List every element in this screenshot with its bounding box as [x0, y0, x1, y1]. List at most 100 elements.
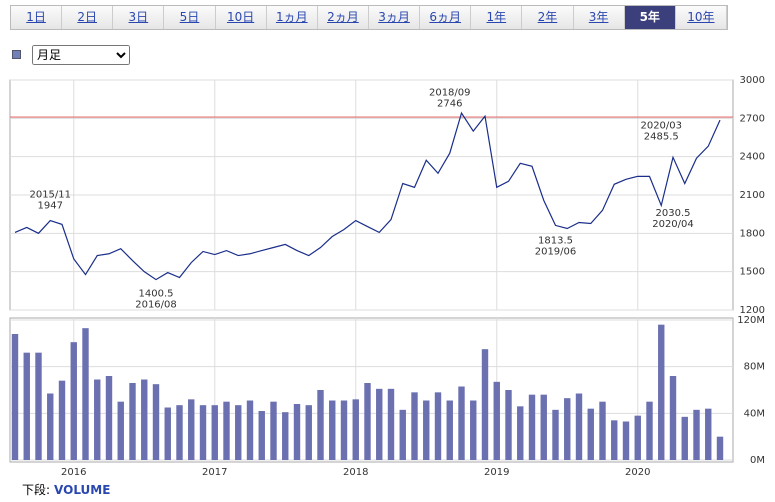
- volume-bar: [329, 400, 336, 460]
- volume-bar: [446, 400, 453, 460]
- volume-bar: [493, 381, 500, 460]
- volume-bar: [669, 376, 677, 460]
- annotation-value: 1400.5: [139, 288, 174, 299]
- volume-bar: [340, 400, 348, 460]
- annotation-date: 2020/04: [652, 219, 694, 230]
- volume-bar: [235, 405, 242, 460]
- volume-bar: [152, 384, 160, 460]
- volume-bar: [517, 406, 524, 460]
- x-tick-label: 2018: [343, 467, 368, 478]
- volume-bar: [47, 393, 54, 460]
- volume-bar: [423, 400, 430, 460]
- annotation-date: 2020/03: [640, 121, 682, 132]
- period-tab[interactable]: 2ヵ月: [318, 6, 369, 29]
- volume-bar: [622, 421, 630, 460]
- volume-bar: [223, 401, 230, 460]
- period-tab[interactable]: 2日: [62, 6, 114, 29]
- y-tick-label: 3000: [740, 75, 765, 86]
- volume-bar: [199, 405, 207, 460]
- volume-bar: [575, 393, 583, 460]
- price-line: [14, 111, 721, 281]
- volume-bar: [246, 400, 254, 460]
- volume-bar: [587, 408, 594, 460]
- volume-bar: [564, 398, 571, 460]
- volume-bar: [505, 390, 512, 460]
- period-tab[interactable]: 5日: [164, 6, 216, 29]
- volume-bar: [646, 401, 653, 460]
- volume-bar: [399, 409, 406, 460]
- footer: 下段: VOLUME: [22, 481, 110, 498]
- volume-bar: [317, 390, 324, 460]
- period-tab[interactable]: 1日: [11, 6, 63, 29]
- volume-bar: [117, 401, 124, 460]
- volume-bar: [282, 412, 289, 460]
- y-tick-label: 2100: [740, 190, 765, 201]
- annotation-date: 2015/11: [29, 190, 71, 201]
- y-tick-label: 80M: [744, 362, 765, 373]
- interval-select[interactable]: 月足: [32, 45, 130, 65]
- volume-bar: [352, 399, 359, 460]
- volume-bar: [599, 401, 606, 460]
- period-tab[interactable]: 1年: [471, 6, 523, 29]
- period-tab[interactable]: 3年: [574, 6, 625, 29]
- volume-bar: [129, 383, 136, 460]
- volume-bar: [411, 392, 418, 460]
- footer-indicator[interactable]: VOLUME: [54, 483, 111, 497]
- volume-bar: [434, 392, 442, 460]
- volume-bar: [611, 420, 618, 460]
- volume-bar: [705, 408, 712, 460]
- volume-bar: [470, 400, 477, 460]
- x-tick-label: 2017: [202, 467, 227, 478]
- volume-bar: [540, 394, 547, 460]
- checkbox-icon[interactable]: [12, 50, 21, 59]
- x-tick-label: 2020: [625, 467, 650, 478]
- period-tab[interactable]: 3日: [113, 6, 165, 29]
- volume-bar: [11, 334, 19, 460]
- period-tab[interactable]: 3ヵ月: [369, 6, 421, 29]
- volume-bar: [94, 379, 101, 460]
- volume-bar: [258, 411, 265, 460]
- period-tab[interactable]: 10年: [676, 6, 727, 29]
- volume-bar: [364, 383, 371, 460]
- period-tab[interactable]: 2年: [522, 6, 574, 29]
- volume-bar: [164, 407, 171, 460]
- annotation-date: 2016/08: [135, 299, 177, 310]
- volume-bar: [141, 379, 148, 460]
- volume-bar: [716, 436, 724, 460]
- volume-bar: [681, 416, 688, 460]
- volume-bar: [82, 328, 89, 460]
- period-tab[interactable]: 6ヵ月: [420, 6, 472, 29]
- period-tab[interactable]: 10日: [216, 6, 267, 29]
- volume-bar: [481, 349, 489, 460]
- period-tabs: 1日 2日 3日 5日 10日 1ヵ月 2ヵ月 3ヵ月 6ヵ月 1年 2年 3年 5年 10年: [10, 5, 728, 30]
- volume-bar: [293, 404, 301, 460]
- period-tab[interactable]: 1ヵ月: [267, 6, 318, 29]
- volume-bar: [552, 409, 559, 460]
- footer-prefix: 下段:: [22, 483, 51, 497]
- annotation-value: 2485.5: [644, 132, 679, 143]
- x-tick-label: 2019: [484, 467, 509, 478]
- volume-bar: [305, 405, 312, 460]
- annotation-value: 1947: [38, 201, 63, 212]
- volume-bar: [528, 394, 536, 460]
- y-tick-label: 2400: [740, 152, 765, 163]
- y-tick-label: 40M: [744, 408, 765, 419]
- period-tab[interactable]: 5年: [624, 6, 676, 29]
- y-tick-label: 120M: [737, 315, 765, 326]
- volume-bar: [658, 324, 665, 460]
- volume-bar: [270, 401, 277, 460]
- volume-bar: [58, 380, 66, 460]
- annotation-date: 2019/06: [535, 247, 577, 258]
- volume-bar: [376, 388, 383, 460]
- volume-bar: [634, 415, 641, 460]
- y-tick-label: 0M: [750, 455, 765, 466]
- volume-bar: [188, 399, 195, 460]
- volume-bar: [211, 405, 218, 460]
- annotation-value: 2746: [437, 98, 462, 109]
- volume-bar: [35, 352, 42, 460]
- y-tick-label: 2700: [740, 113, 765, 124]
- x-tick-label: 2016: [61, 467, 86, 478]
- volume-bar: [176, 405, 183, 460]
